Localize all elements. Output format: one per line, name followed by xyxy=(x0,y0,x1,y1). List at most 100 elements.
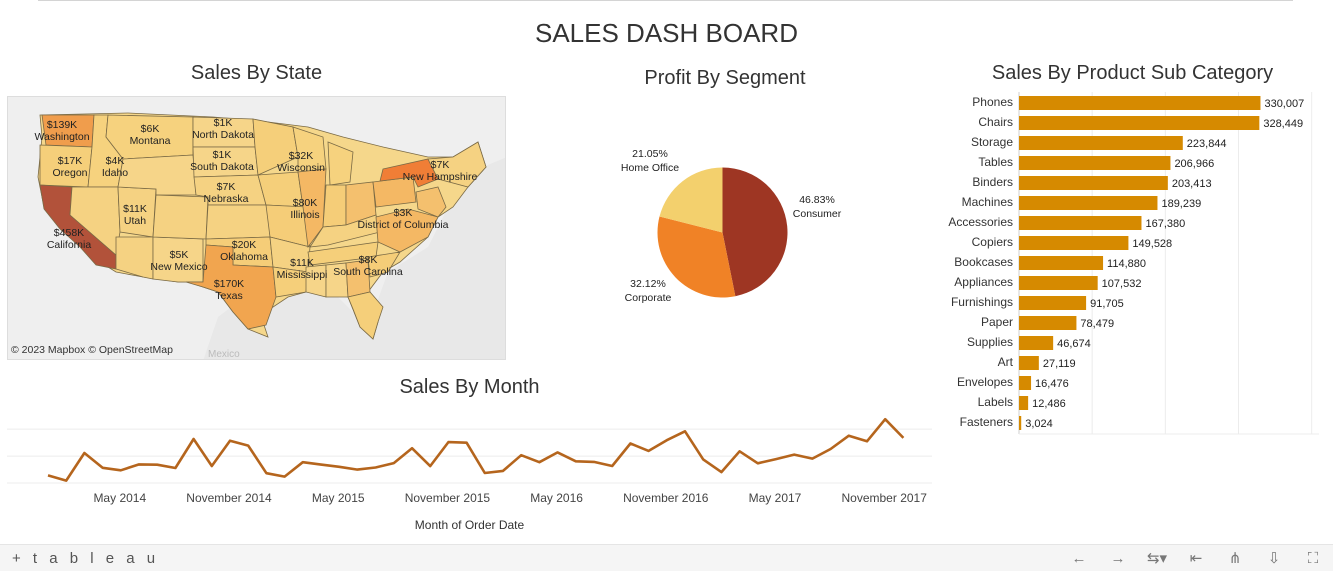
state-label-oklahoma[interactable]: $20K Oklahoma xyxy=(220,239,268,263)
bar-fasteners[interactable] xyxy=(1019,416,1022,430)
redo-icon[interactable]: → xyxy=(1110,550,1126,567)
fullscreen-icon[interactable]: ⛶ xyxy=(1307,550,1319,567)
bar-category-label: Phones xyxy=(972,95,1013,109)
bar-value-label: 3,024 xyxy=(1025,418,1053,430)
bar-category-label: Art xyxy=(998,355,1014,369)
state-label-california[interactable]: $458K California xyxy=(47,227,91,251)
download-icon[interactable]: ⇩ xyxy=(1267,550,1281,567)
pie-label-name: Home Office xyxy=(620,162,680,174)
bar-accessories[interactable] xyxy=(1019,216,1142,230)
bar-category-label: Machines xyxy=(962,195,1013,209)
state-name: Mississippi xyxy=(276,269,328,281)
state-value: $7K xyxy=(430,159,450,171)
sales-by-subcategory-bar-chart[interactable]: Phones 330,007 Chairs 328,449 Storage 223,844… xyxy=(935,92,1320,437)
state-value: $7K xyxy=(216,181,236,193)
map-credit[interactable]: © 2023 Mapbox © OpenStreetMap xyxy=(11,344,173,356)
state-value: $11K xyxy=(123,203,147,215)
state-label-utah[interactable]: $11K Utah xyxy=(123,203,147,227)
bar-value-label: 27,119 xyxy=(1043,358,1076,370)
state-value: $170K xyxy=(213,278,245,290)
state-label-south-carolina[interactable]: $8K South Carolina xyxy=(333,254,402,278)
state-label-mississippi[interactable]: $11K Mississippi xyxy=(277,257,328,281)
state-value: $4K xyxy=(105,155,125,167)
revert-icon[interactable]: ⇆▾ xyxy=(1146,550,1168,567)
state-name: Washington xyxy=(34,131,90,143)
profit-pie-chart[interactable] xyxy=(640,150,805,315)
bar-value-label: 203,413 xyxy=(1172,178,1212,190)
state-name: Idaho xyxy=(101,167,129,179)
bar-value-label: 328,449 xyxy=(1263,118,1303,130)
bar-value-label: 78,479 xyxy=(1080,318,1114,330)
state-value: $1K xyxy=(213,117,233,129)
state-name: Montana xyxy=(129,135,171,147)
undo-icon[interactable]: ← xyxy=(1071,550,1087,567)
bar-paper[interactable] xyxy=(1019,316,1077,330)
bar-category-label: Copiers xyxy=(972,235,1013,249)
basemap-mexico-label: Mexico xyxy=(208,349,240,360)
bar-value-label: 330,007 xyxy=(1264,98,1304,110)
state-value: $11K xyxy=(290,257,314,269)
state-label-new-mexico[interactable]: $5K New Mexico xyxy=(150,249,207,273)
state-name: Utah xyxy=(123,215,147,227)
bar-category-label: Labels xyxy=(978,395,1013,409)
bar-category-label: Fasteners xyxy=(960,415,1013,429)
state-label-idaho[interactable]: $4K Idaho xyxy=(102,155,128,179)
state-name: Wisconsin xyxy=(277,162,325,174)
bar-phones[interactable] xyxy=(1019,96,1261,110)
sales-by-state-map[interactable]: Mexico $139K Washington $17K Oregon $4K Idaho… xyxy=(7,96,506,360)
dashboard-title: SALES DASH BOARD xyxy=(535,18,798,48)
state-label-district-of-columbia[interactable]: $3K District of Columbia xyxy=(357,207,448,231)
state-name: Oklahoma xyxy=(220,251,268,263)
pie-slice-home-office[interactable] xyxy=(659,167,723,233)
bar-value-label: 16,476 xyxy=(1035,378,1069,390)
bar-supplies[interactable] xyxy=(1019,336,1054,350)
bar-chairs[interactable] xyxy=(1019,116,1260,130)
pie-label-consumer: 46.83% Consumer xyxy=(793,193,841,221)
map-canvas[interactable]: Mexico xyxy=(8,97,506,360)
bar-bookcases[interactable] xyxy=(1019,256,1104,270)
bar-envelopes[interactable] xyxy=(1019,376,1032,390)
pause-icon[interactable]: ⇤ xyxy=(1189,550,1203,567)
map-title: Sales By State xyxy=(190,62,323,84)
state-label-washington[interactable]: $139K Washington xyxy=(34,119,89,143)
state-label-oregon[interactable]: $17K Oregon xyxy=(52,155,87,179)
state-value: $458K xyxy=(53,227,85,239)
pie-label-name: Corporate xyxy=(624,292,672,304)
pie-slice-consumer[interactable] xyxy=(722,167,788,297)
bar-binders[interactable] xyxy=(1019,176,1168,190)
state-name: Oregon xyxy=(52,167,88,179)
bar-value-label: 167,380 xyxy=(1145,218,1185,230)
bar-tables[interactable] xyxy=(1019,156,1171,170)
bar-labels[interactable] xyxy=(1019,396,1029,410)
bar-category-label: Furnishings xyxy=(951,295,1013,309)
state-label-nebraska[interactable]: $7K Nebraska xyxy=(204,181,249,205)
state-label-wisconsin[interactable]: $32K Wisconsin xyxy=(277,150,325,174)
state-label-illinois[interactable]: $80K Illinois xyxy=(290,197,319,221)
sales-by-month-line-chart[interactable]: May 2014 November 2014 May 2015 November 20… xyxy=(0,405,940,510)
bar-value-label: 46,674 xyxy=(1057,338,1091,350)
bar-value-label: 206,966 xyxy=(1174,158,1214,170)
state-value: $80K xyxy=(292,197,318,209)
state-name: South Carolina xyxy=(333,266,403,278)
bar-value-label: 12,486 xyxy=(1032,398,1066,410)
bar-value-label: 114,880 xyxy=(1107,258,1146,270)
bar-storage[interactable] xyxy=(1019,136,1183,150)
state-name: North Dakota xyxy=(192,129,254,141)
bar-furnishings[interactable] xyxy=(1019,296,1087,310)
sales-line-series[interactable] xyxy=(47,417,905,482)
state-label-montana[interactable]: $6K Montana xyxy=(130,123,171,147)
bar-art[interactable] xyxy=(1019,356,1039,370)
pie-slice-corporate[interactable] xyxy=(657,216,736,298)
state-label-new-hampshire[interactable]: $7K New Hampshire xyxy=(403,159,478,183)
tableau-logo[interactable]: + t a b l e a u xyxy=(12,550,160,567)
state-label-north-dakota[interactable]: $1K North Dakota xyxy=(192,117,254,141)
bar-copiers[interactable] xyxy=(1019,236,1129,250)
share-icon[interactable]: ⋔ xyxy=(1228,550,1242,567)
line-chart-x-axis-title: Month of Order Date xyxy=(414,518,525,532)
state-label-south-dakota[interactable]: $1K South Dakota xyxy=(190,149,254,173)
bar-appliances[interactable] xyxy=(1019,276,1098,290)
bar-machines[interactable] xyxy=(1019,196,1158,210)
state-label-texas[interactable]: $170K Texas xyxy=(214,278,244,302)
bar-chart-title: Sales By Product Sub Category xyxy=(991,62,1274,84)
state-name: New Hampshire xyxy=(402,171,478,183)
